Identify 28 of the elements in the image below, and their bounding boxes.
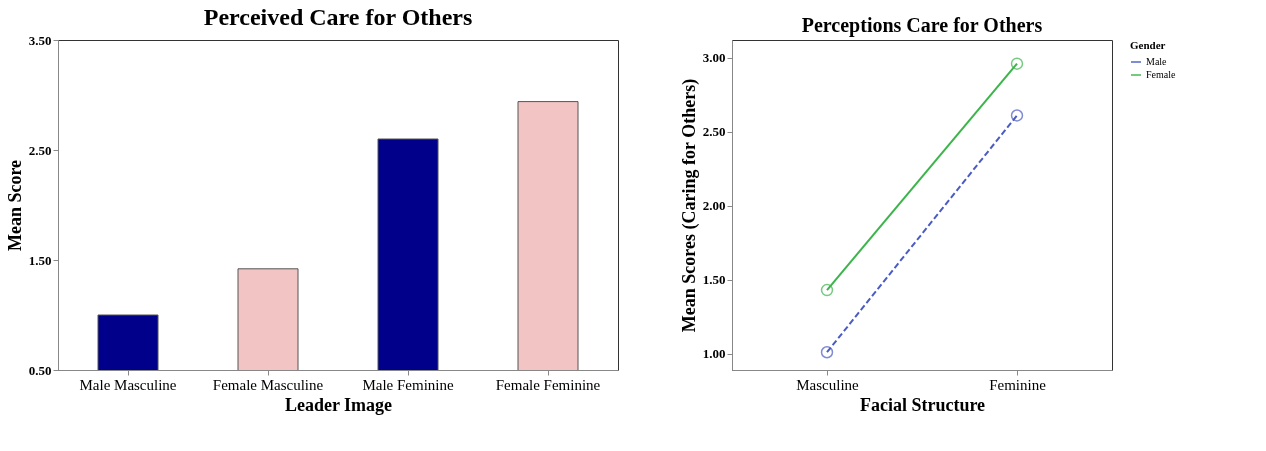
y-tick-label: 3.50 bbox=[28, 32, 52, 48]
chart-title: Perceived Care for Others bbox=[203, 4, 473, 30]
y-tick-label: 1.00 bbox=[702, 346, 726, 362]
point bbox=[820, 346, 834, 359]
point bbox=[1010, 57, 1024, 70]
legend-title: Gender bbox=[1130, 39, 1166, 51]
point bbox=[820, 283, 834, 297]
y-tick-label: 3.00 bbox=[702, 50, 726, 66]
x-axis-title: Facial Structure bbox=[859, 394, 986, 415]
y-tick-label: 2.00 bbox=[702, 198, 726, 214]
point bbox=[1010, 109, 1024, 122]
chart-title: Perceptions Care for Others bbox=[801, 14, 1043, 37]
x-tick-label: Male Feminine bbox=[362, 376, 454, 393]
x-tick-label: Female Feminine bbox=[495, 376, 601, 393]
x-axis-title: Leader Image bbox=[284, 394, 393, 415]
legend-label: Female bbox=[1146, 69, 1176, 80]
y-axis-title: Mean Score bbox=[4, 159, 25, 252]
x-tick-label: Masculine bbox=[796, 376, 860, 393]
y-tick-label: 2.50 bbox=[702, 124, 726, 140]
x-tick-label: Feminine bbox=[989, 376, 1047, 393]
legend-label: Male bbox=[1146, 56, 1168, 67]
x-tick-label: Male Masculine bbox=[79, 376, 177, 393]
x-tick-label: Female Masculine bbox=[212, 376, 324, 393]
y-tick-label: 0.50 bbox=[28, 362, 52, 378]
y-tick-label: 1.50 bbox=[28, 252, 52, 268]
y-tick-label: 1.50 bbox=[702, 272, 726, 288]
y-tick-label: 2.50 bbox=[28, 142, 52, 158]
y-axis-title: Mean Scores (Caring for Others) bbox=[678, 78, 700, 333]
